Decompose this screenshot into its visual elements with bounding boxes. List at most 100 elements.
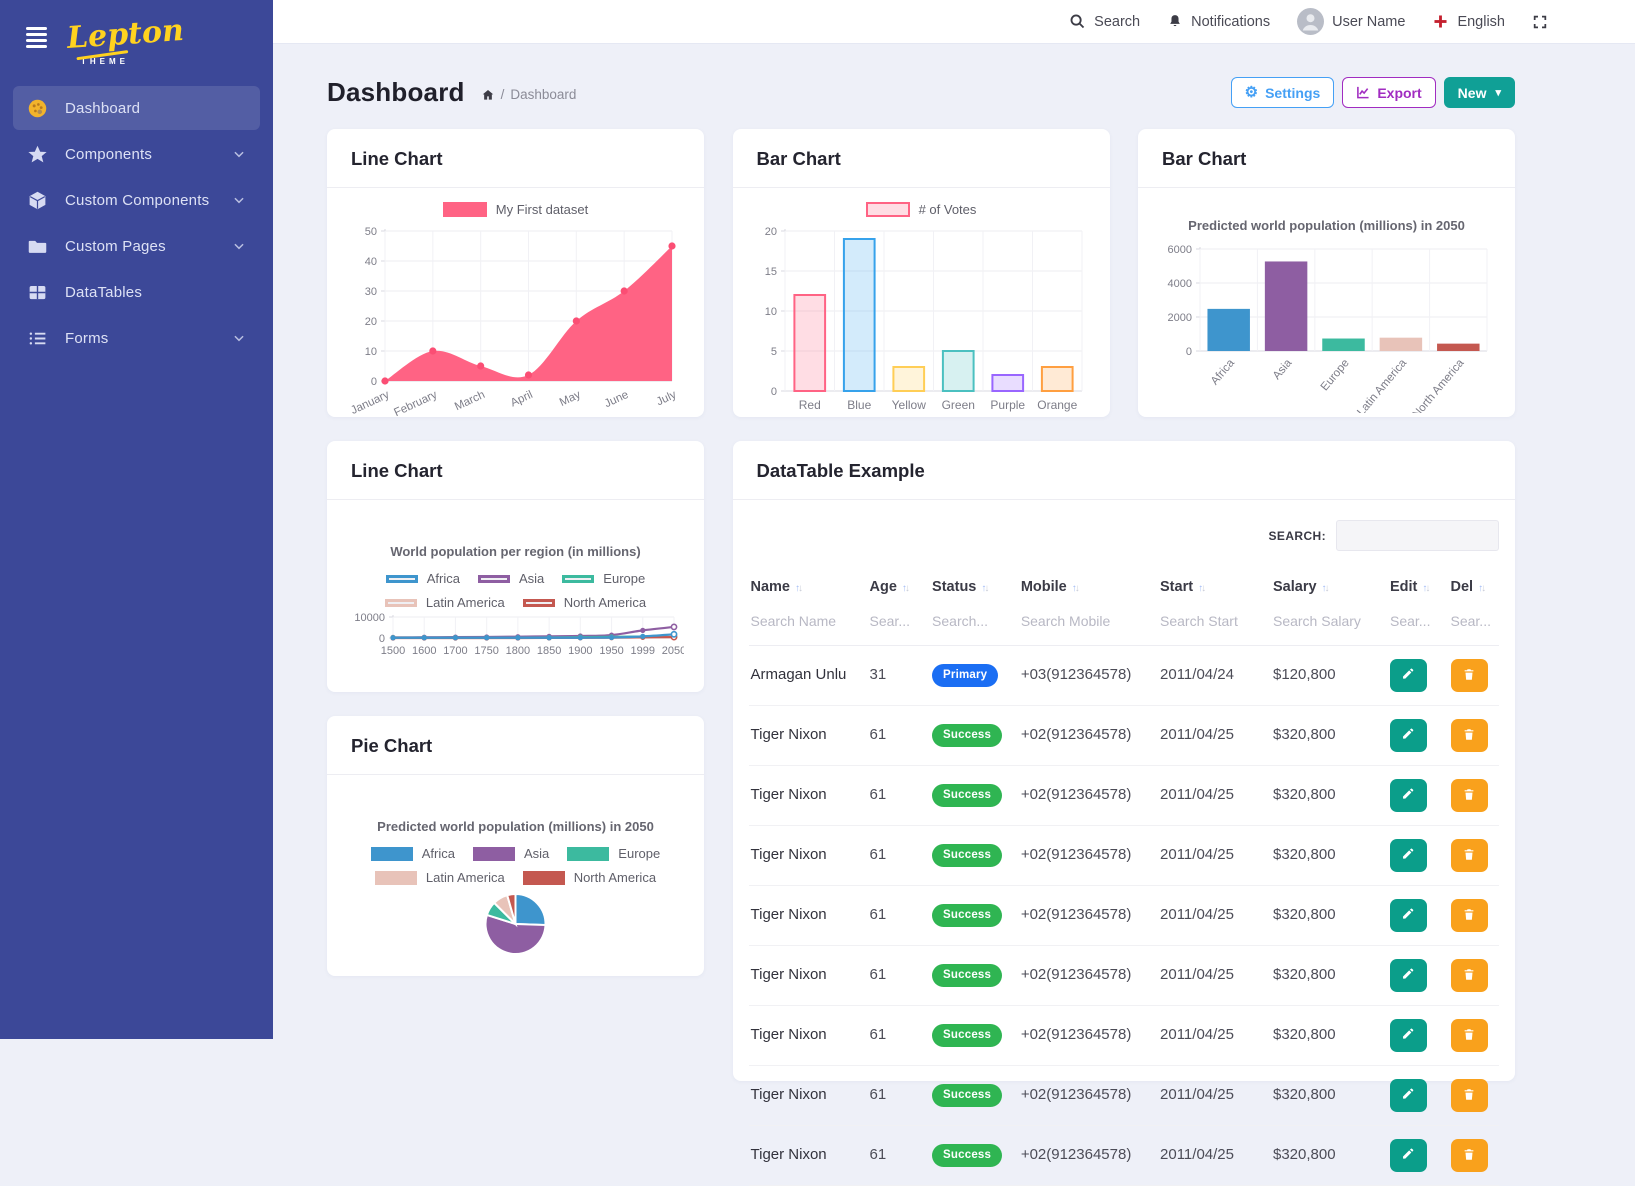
edit-button[interactable] bbox=[1390, 1139, 1427, 1172]
filter-input-name[interactable] bbox=[751, 613, 860, 629]
menu-toggle-icon[interactable] bbox=[26, 27, 47, 51]
legend-item[interactable]: Europe bbox=[567, 846, 660, 861]
sort-icons[interactable]: ↑↓ bbox=[1422, 583, 1428, 594]
sidebar-item-forms[interactable]: Forms bbox=[13, 316, 260, 360]
svg-text:Africa: Africa bbox=[1209, 357, 1237, 388]
delete-button[interactable] bbox=[1451, 839, 1488, 872]
legend-swatch bbox=[567, 847, 609, 861]
status-badge: Success bbox=[932, 784, 1002, 808]
data-table: Name↑↓Age↑↓Status↑↓Mobile↑↓Start↑↓Salary… bbox=[749, 567, 1500, 1186]
header-language[interactable]: English bbox=[1432, 13, 1505, 30]
header-search[interactable]: Search bbox=[1069, 13, 1140, 30]
legend-item[interactable]: Latin America bbox=[385, 595, 505, 610]
delete-button[interactable] bbox=[1451, 959, 1488, 992]
edit-button[interactable] bbox=[1390, 839, 1427, 872]
column-header-age[interactable]: Age↑↓ bbox=[868, 567, 931, 609]
svg-text:June: June bbox=[603, 389, 631, 410]
column-header-del[interactable]: Del↑↓ bbox=[1449, 567, 1500, 609]
cell-age: 61 bbox=[868, 706, 931, 766]
sort-icons[interactable]: ↑↓ bbox=[795, 583, 801, 594]
status-badge: Success bbox=[932, 964, 1002, 988]
svg-text:5: 5 bbox=[770, 346, 776, 358]
header-notifications[interactable]: Notifications bbox=[1167, 13, 1270, 30]
edit-button[interactable] bbox=[1390, 1019, 1427, 1052]
sort-icons[interactable]: ↑↓ bbox=[981, 583, 987, 594]
sort-icons[interactable]: ↑↓ bbox=[1072, 583, 1078, 594]
filter-input-mobile[interactable] bbox=[1021, 613, 1150, 629]
card-title: Line Chart bbox=[351, 460, 442, 481]
sidebar-item-datatables[interactable]: DataTables bbox=[13, 270, 260, 314]
svg-text:20: 20 bbox=[764, 226, 776, 238]
filter-input-start[interactable] bbox=[1160, 613, 1263, 629]
column-header-edit[interactable]: Edit↑↓ bbox=[1388, 567, 1449, 609]
filter-input-salary[interactable] bbox=[1273, 613, 1380, 629]
svg-text:North America: North America bbox=[1411, 357, 1467, 413]
legend-item[interactable]: My First dataset bbox=[443, 202, 588, 217]
cell-salary: $320,800 bbox=[1271, 1126, 1388, 1186]
trash-icon bbox=[1462, 667, 1476, 685]
sidebar-item-components[interactable]: Components bbox=[13, 132, 260, 176]
export-button[interactable]: Export bbox=[1342, 77, 1435, 108]
trash-icon bbox=[1462, 1087, 1476, 1105]
edit-button[interactable] bbox=[1390, 959, 1427, 992]
legend-item[interactable]: Africa bbox=[386, 571, 460, 586]
breadcrumb-current[interactable]: Dashboard bbox=[510, 87, 576, 102]
filter-input-age[interactable] bbox=[870, 613, 923, 629]
fullscreen-toggle[interactable] bbox=[1532, 14, 1548, 30]
delete-button[interactable] bbox=[1451, 659, 1488, 692]
sidebar-item-custom-components[interactable]: Custom Components bbox=[13, 178, 260, 222]
new-button[interactable]: New ▾ bbox=[1444, 77, 1515, 108]
legend-item[interactable]: Asia bbox=[478, 571, 544, 586]
sidebar-item-custom-pages[interactable]: Custom Pages bbox=[13, 224, 260, 268]
column-header-name[interactable]: Name↑↓ bbox=[749, 567, 868, 609]
edit-button[interactable] bbox=[1390, 899, 1427, 932]
column-header-mobile[interactable]: Mobile↑↓ bbox=[1019, 567, 1158, 609]
settings-button[interactable]: ⚙ Settings bbox=[1231, 77, 1335, 108]
filter-input-del[interactable] bbox=[1451, 613, 1492, 629]
filter-input-status[interactable] bbox=[932, 613, 1011, 629]
cell-start: 2011/04/25 bbox=[1158, 706, 1271, 766]
sort-icons[interactable]: ↑↓ bbox=[1198, 583, 1204, 594]
legend-item[interactable]: North America bbox=[523, 595, 646, 610]
legend-item[interactable]: Europe bbox=[562, 571, 645, 586]
legend-item[interactable]: Asia bbox=[473, 846, 549, 861]
delete-button[interactable] bbox=[1451, 1139, 1488, 1172]
column-header-salary[interactable]: Salary↑↓ bbox=[1271, 567, 1388, 609]
app-logo[interactable]: Lepton THEME bbox=[67, 20, 184, 66]
legend-item[interactable]: Latin America bbox=[375, 870, 505, 885]
header-user-menu[interactable]: User Name bbox=[1297, 8, 1405, 35]
card-title: Pie Chart bbox=[351, 735, 432, 756]
delete-button[interactable] bbox=[1451, 1019, 1488, 1052]
svg-text:March: March bbox=[453, 389, 487, 413]
card-title: Bar Chart bbox=[757, 148, 841, 169]
table-search-input[interactable] bbox=[1336, 520, 1499, 551]
svg-text:Purple: Purple bbox=[990, 398, 1025, 412]
column-header-start[interactable]: Start↑↓ bbox=[1158, 567, 1271, 609]
legend-item[interactable]: # of Votes bbox=[866, 202, 977, 217]
delete-button[interactable] bbox=[1451, 1079, 1488, 1112]
legend-item[interactable]: North America bbox=[523, 870, 656, 885]
cell-age: 61 bbox=[868, 946, 931, 1006]
edit-button[interactable] bbox=[1390, 659, 1427, 692]
edit-button[interactable] bbox=[1390, 1079, 1427, 1112]
column-header-status[interactable]: Status↑↓ bbox=[930, 567, 1019, 609]
edit-button[interactable] bbox=[1390, 719, 1427, 752]
sidebar-item-dashboard[interactable]: Dashboard bbox=[13, 86, 260, 130]
cell-start: 2011/04/25 bbox=[1158, 826, 1271, 886]
sort-icons[interactable]: ↑↓ bbox=[1322, 583, 1328, 594]
legend-item[interactable]: Africa bbox=[371, 846, 455, 861]
sort-icons[interactable]: ↑↓ bbox=[902, 583, 908, 594]
card-title: Bar Chart bbox=[1162, 148, 1246, 169]
edit-button[interactable] bbox=[1390, 779, 1427, 812]
filter-input-edit[interactable] bbox=[1390, 613, 1441, 629]
delete-button[interactable] bbox=[1451, 719, 1488, 752]
sort-icons[interactable]: ↑↓ bbox=[1478, 583, 1484, 594]
delete-button[interactable] bbox=[1451, 779, 1488, 812]
cell-start: 2011/04/24 bbox=[1158, 646, 1271, 706]
delete-button[interactable] bbox=[1451, 899, 1488, 932]
